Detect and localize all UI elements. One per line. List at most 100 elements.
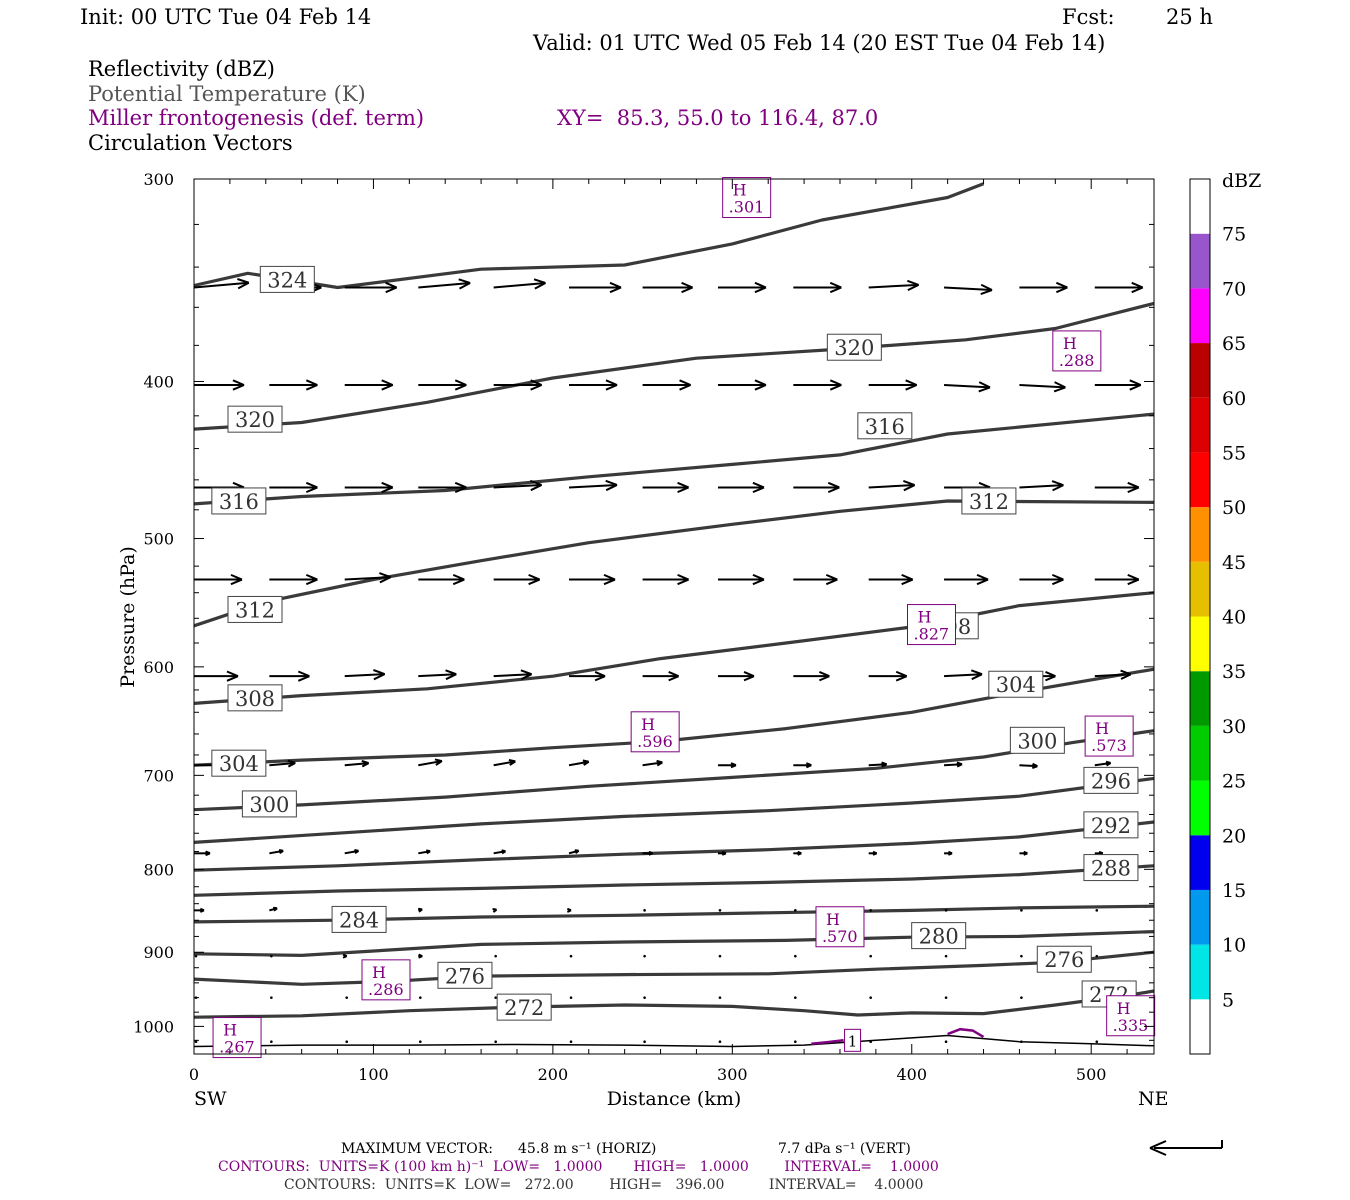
circulation-vector: [1020, 996, 1023, 999]
circulation-vector: [194, 850, 211, 857]
circulation-vector: [569, 671, 606, 682]
circulation-vector: [194, 954, 198, 958]
circulation-vector: [418, 907, 423, 913]
circulation-vector: [569, 996, 573, 999]
frontogenesis-max-label: H: [372, 963, 386, 982]
theta-contour-316: [193, 412, 1155, 506]
theta-contour-276: [193, 950, 1155, 986]
circulation-vector: [793, 281, 842, 294]
theta-contour-296: [193, 776, 1155, 844]
frontogenesis-contour-label-box: [844, 1028, 862, 1052]
theta-label-box: [1083, 811, 1139, 839]
colorbar-swatch: [1190, 343, 1210, 398]
colorbar-level-label: 65: [1222, 333, 1246, 355]
theta-label: 296: [1091, 769, 1131, 793]
frontogenesis-contour-info: CONTOURS: UNITS=K (100 km h)⁻¹ LOW= 1.00…: [218, 1159, 939, 1175]
circulation-vector: [1095, 909, 1099, 912]
theta-label-box: [331, 905, 387, 933]
circulation-vector: [494, 996, 497, 999]
colorbar-swatch: [1190, 725, 1210, 781]
circulation-vector: [493, 379, 543, 391]
circulation-vector: [194, 573, 243, 586]
circulation-vector: [642, 281, 693, 294]
circulation-vector: [944, 954, 948, 958]
circulation-vector: [269, 906, 278, 912]
circulation-vector: [418, 669, 457, 681]
y-tick-label: 700: [143, 766, 174, 785]
frontogenesis-max: H.335: [1106, 995, 1156, 1037]
circulation-vector: [342, 953, 348, 959]
theta-contour-320: [193, 301, 1155, 431]
field-reflectivity: Reflectivity (dBZ): [88, 57, 276, 81]
colorbar-level-label: 50: [1222, 497, 1246, 519]
circulation-vector: [793, 573, 838, 586]
theta-label-box: [227, 595, 283, 623]
circulation-vector: [868, 573, 914, 586]
circulation-vector: [793, 850, 802, 856]
theta-label-box: [988, 670, 1044, 698]
circulation-vector: [793, 379, 842, 391]
theta-label-box: [241, 790, 297, 818]
theta-label-box: [437, 961, 493, 989]
colorbar-swatch: [1190, 999, 1210, 1054]
x-axis-title: Distance (km): [607, 1088, 742, 1110]
x-tick-label: 300: [717, 1065, 748, 1084]
frontogenesis-max-value: .827: [913, 625, 949, 644]
frontogenesis-max: H.288: [1052, 330, 1102, 372]
circulation-vector: [344, 281, 398, 294]
colorbar-swatch: [1190, 671, 1210, 726]
circulation-vector: [794, 1040, 797, 1044]
circulation-vector: [193, 278, 250, 290]
theta-contour-312: [193, 499, 1155, 628]
circulation-vector: [344, 481, 394, 494]
circulation-vector: [344, 759, 370, 768]
circulation-vector: [642, 759, 663, 767]
theta-label-box: [1083, 766, 1139, 794]
colorbar-swatch: [1190, 944, 1210, 1000]
circulation-vector: [1019, 762, 1038, 769]
x-axis-right-end-label: NE: [1138, 1088, 1169, 1110]
circulation-vector: [569, 1040, 573, 1044]
circulation-vector: [1019, 281, 1068, 294]
forecast-hours: 25 h: [1166, 5, 1213, 29]
theta-label-box: [211, 487, 267, 515]
circulation-vector: [344, 379, 394, 391]
theta-contour-308: [193, 591, 1155, 705]
field-potential-temperature: Potential Temperature (K): [88, 82, 366, 106]
circulation-vector: [269, 848, 284, 855]
circulation-vector: [643, 1040, 646, 1044]
circulation-vector: [566, 907, 572, 913]
theta-label: 324: [267, 268, 307, 292]
circulation-vector: [642, 379, 691, 391]
circulation-vector: [418, 1040, 422, 1044]
circulation-vector: [194, 670, 239, 682]
x-tick-label: 500: [1076, 1065, 1107, 1084]
colorbar-swatch: [1190, 507, 1210, 562]
circulation-vector: [868, 761, 888, 768]
circulation-vector: [868, 850, 878, 856]
circulation-vector: [869, 996, 872, 999]
circulation-vector: [494, 1040, 497, 1044]
circulation-vector: [944, 573, 989, 586]
y-axis-title: Pressure (hPa): [117, 546, 139, 688]
circulation-vector: [1019, 480, 1064, 492]
theta-contour-288: [193, 864, 1155, 897]
colorbar-level-label: 10: [1222, 935, 1246, 957]
circulation-vector: [1019, 381, 1066, 393]
colorbar-level-label: 70: [1222, 278, 1246, 300]
circulation-vector: [418, 758, 443, 767]
circulation-vector: [1094, 669, 1132, 680]
frontogenesis-contour: [811, 1039, 844, 1046]
circulation-vector: [717, 573, 765, 586]
circulation-vector: [345, 1040, 349, 1044]
circulation-vector: [493, 573, 541, 586]
colorbar-swatch: [1190, 889, 1210, 945]
x-axis-left-end-label: SW: [194, 1088, 227, 1110]
circulation-vector: [568, 759, 590, 767]
frontogenesis-max-label: H: [1095, 719, 1109, 738]
theta-label-box: [227, 684, 283, 712]
frontogenesis-max-label: H: [641, 715, 655, 734]
circulation-vector: [269, 573, 318, 586]
circulation-vector: [418, 996, 422, 999]
circulation-vector: [493, 669, 533, 681]
